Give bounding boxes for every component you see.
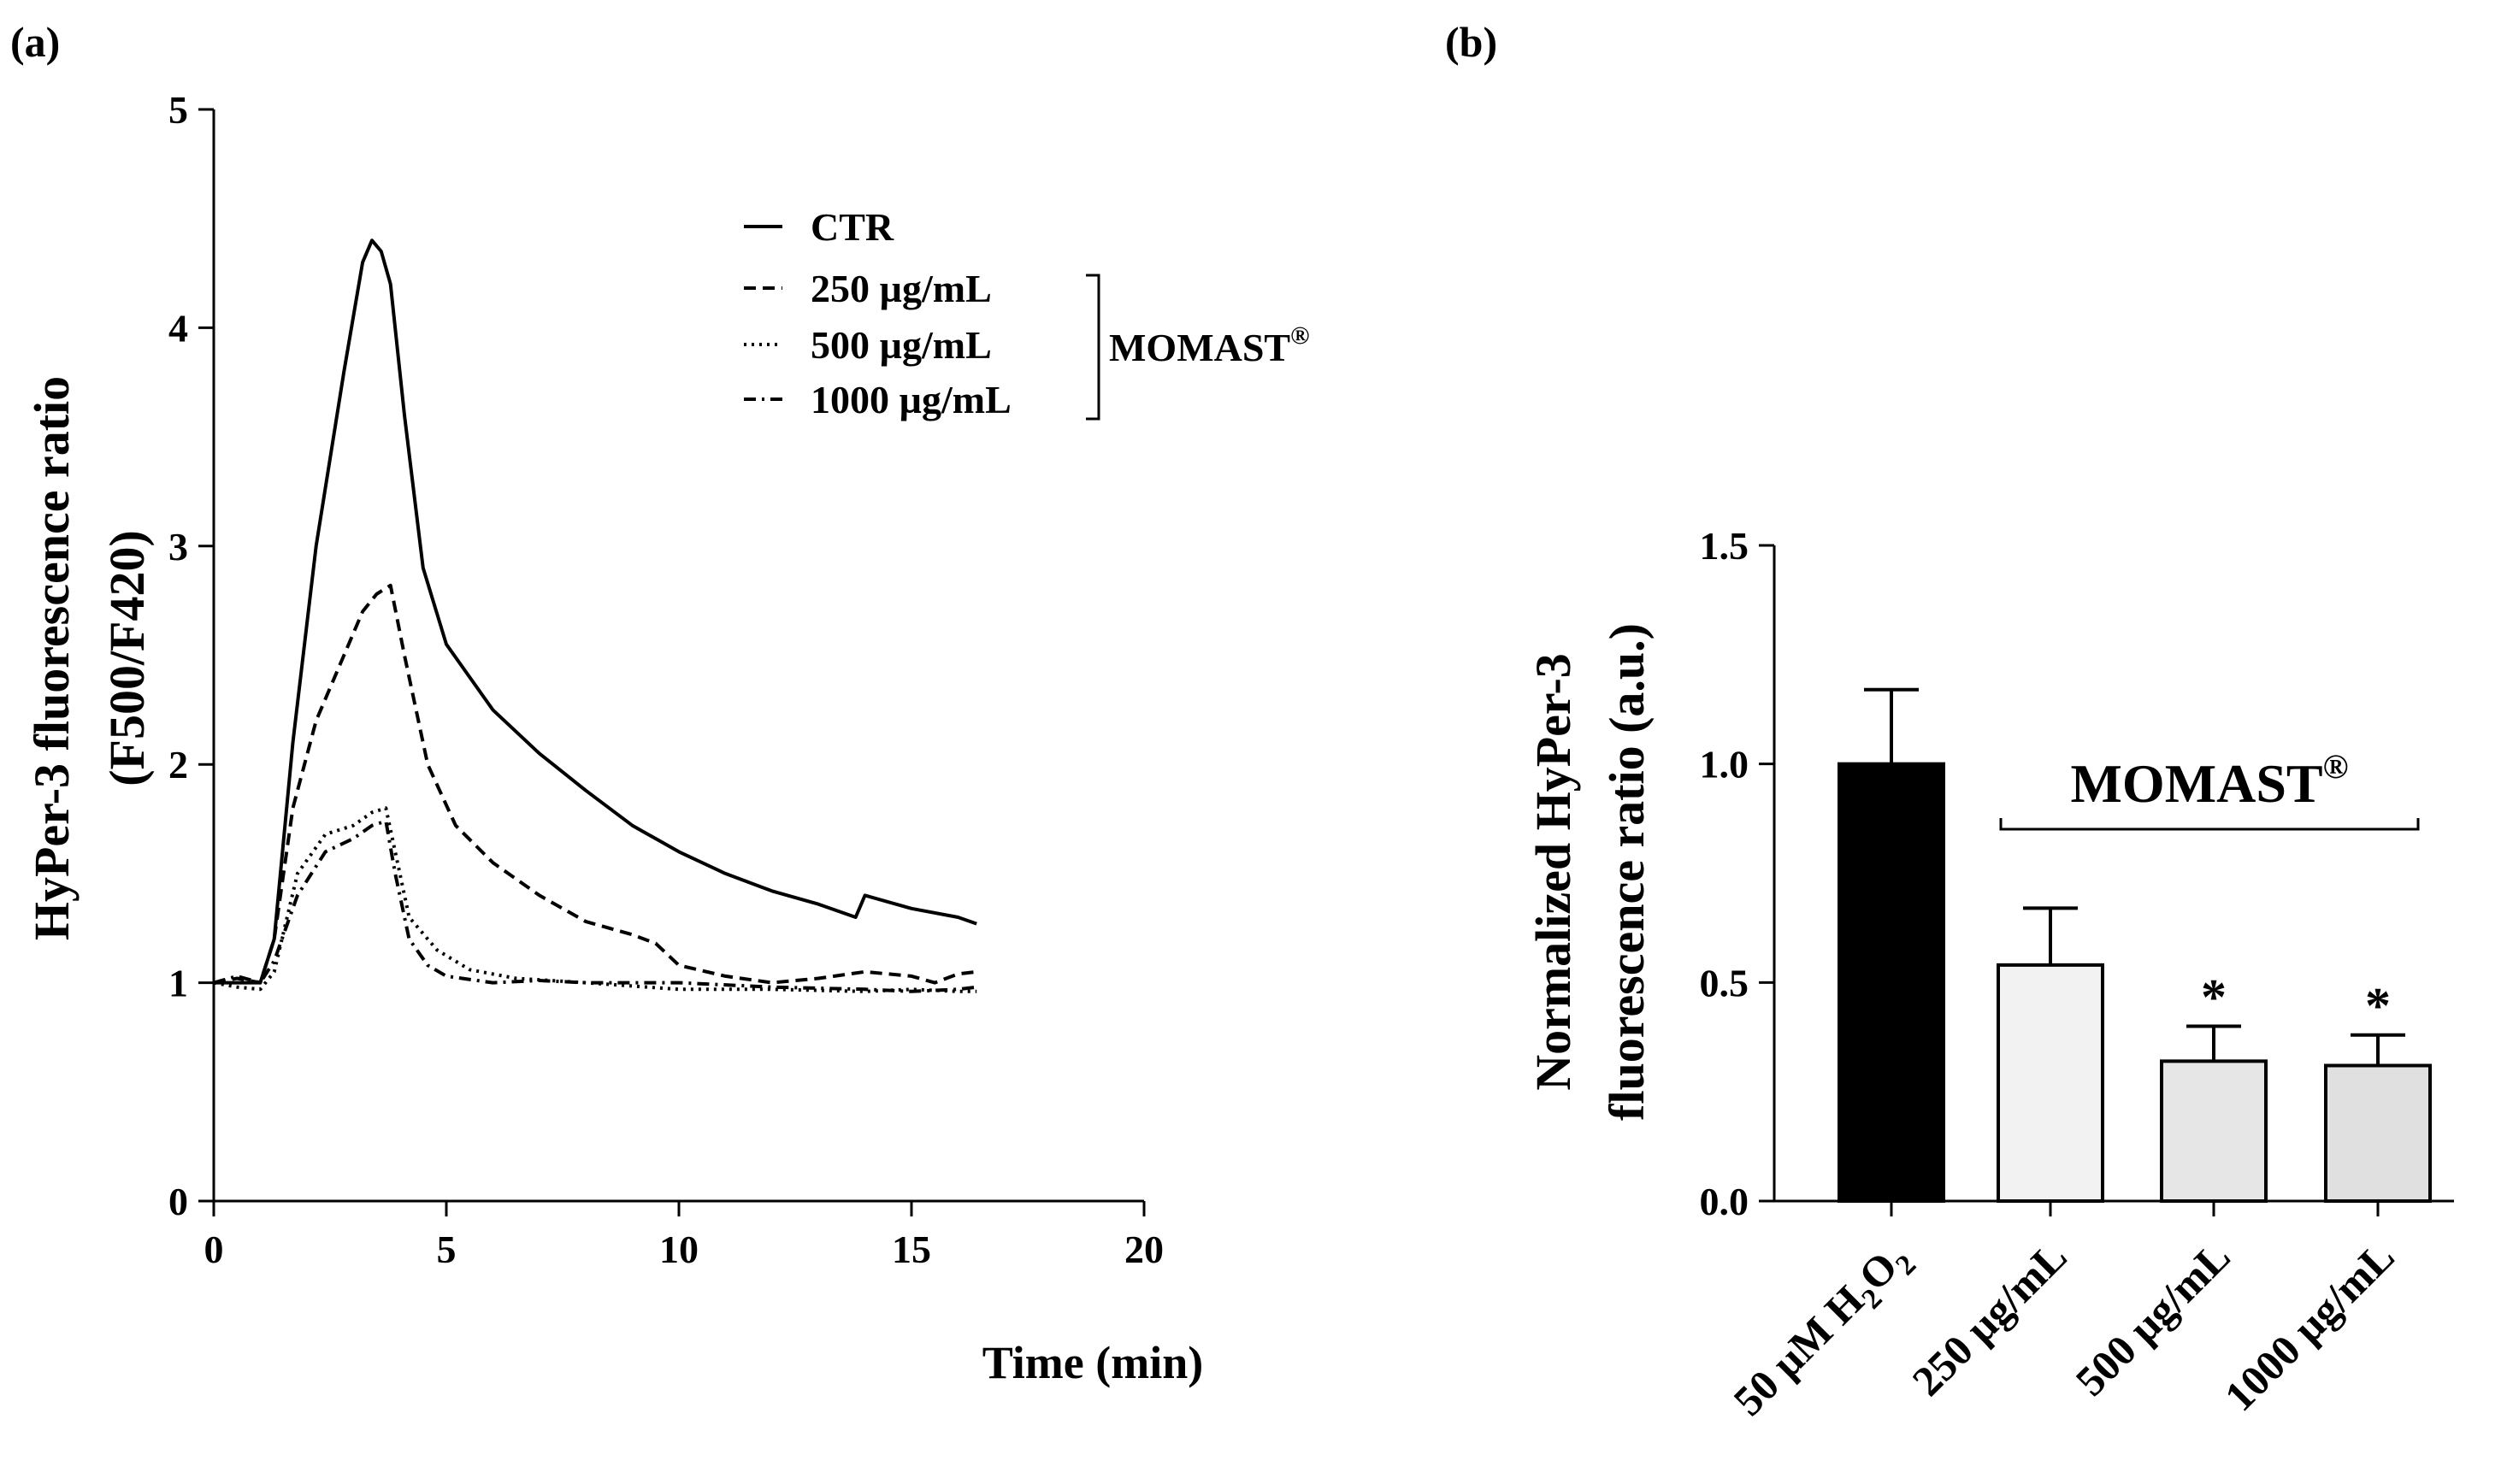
significance-marker: * <box>2201 969 2227 1025</box>
category-label: 250 µg/mL <box>1902 1232 2075 1404</box>
y-tick-label-a: 4 <box>168 306 188 350</box>
group-bracket-b: MOMAST® <box>1999 747 2420 831</box>
category-label: 500 µg/mL <box>2066 1232 2239 1404</box>
category-label: 50 µM H2O2 <box>1724 1232 1922 1430</box>
category-label-text: 50 µM H <box>1724 1276 1873 1425</box>
bar <box>1838 762 1945 1204</box>
bar <box>1997 963 2104 1203</box>
legend-label: 1000 µg/mL <box>811 378 1012 421</box>
legend-label: 250 µg/mL <box>811 267 992 310</box>
panel-b: (b) Normalized HyPer-3 fluorescence rati… <box>1445 18 2454 1430</box>
x-tick-label-a: 5 <box>437 1228 457 1271</box>
series-line <box>213 583 977 985</box>
series-line <box>214 238 977 985</box>
y-tick-label-a: 3 <box>168 525 188 568</box>
y-tick-label-a: 0 <box>168 1180 188 1223</box>
legend-label: 500 µg/mL <box>811 323 992 367</box>
y-axis-title-a-line2: (F500/F420) <box>99 530 155 786</box>
significance-marker: * <box>2365 978 2391 1034</box>
category-label-text: 1000 µg/mL <box>2215 1232 2404 1420</box>
group-bracket-label-b: MOMAST® <box>2071 747 2349 814</box>
y-tick-label-b: 1.0 <box>1700 743 1749 786</box>
y-tick-label-b: 0.0 <box>1700 1180 1749 1223</box>
legend-bracket-a: MOMAST® <box>1086 274 1310 421</box>
category-label-text: 250 µg/mL <box>1902 1232 2075 1404</box>
x-axis-title-a: Time (min) <box>982 1337 1203 1388</box>
y-tick-label-b: 1.5 <box>1700 524 1749 568</box>
legend-label: CTR <box>811 205 894 249</box>
plot-area-a <box>213 238 977 993</box>
axes-a: 0 5 10 15 20 0 1 2 3 4 5 <box>168 88 1164 1271</box>
x-tick-label-a: 20 <box>1124 1228 1164 1271</box>
y-tick-label-a: 5 <box>168 88 188 132</box>
x-tick-label-a: 10 <box>659 1228 699 1271</box>
legend-a: CTR 250 µg/mL 500 µg/mL 1000 µg/mL <box>744 205 1012 421</box>
legend-bracket-label-a: MOMAST® <box>1109 321 1310 369</box>
bar <box>2160 1059 2268 1203</box>
y-tick-label-b: 0.5 <box>1700 961 1749 1004</box>
plot-area-b: * * <box>1838 687 2432 1204</box>
y-axis-title-a-line1: HyPer-3 fluorescence ratio <box>24 376 80 940</box>
panel-a: (a) HyPer-3 fluorescence ratio (F500/F42… <box>10 18 1310 1388</box>
category-label: 1000 µg/mL <box>2215 1232 2404 1420</box>
y-tick-label-a: 2 <box>168 743 188 786</box>
category-label-text: 500 µg/mL <box>2066 1232 2239 1404</box>
x-tick-label-a: 0 <box>204 1228 224 1271</box>
panel-label-b: (b) <box>1445 18 1497 66</box>
bar <box>2324 1063 2432 1204</box>
panel-label-a: (a) <box>10 18 60 66</box>
y-tick-label-a: 1 <box>168 962 188 1005</box>
y-axis-title-b-line2: fluorescence ratio (a.u.) <box>1599 623 1655 1121</box>
series-line <box>213 819 977 993</box>
y-axis-title-b-line1: Normalized HyPer-3 <box>1525 653 1581 1091</box>
x-tick-label-a: 15 <box>892 1228 931 1271</box>
